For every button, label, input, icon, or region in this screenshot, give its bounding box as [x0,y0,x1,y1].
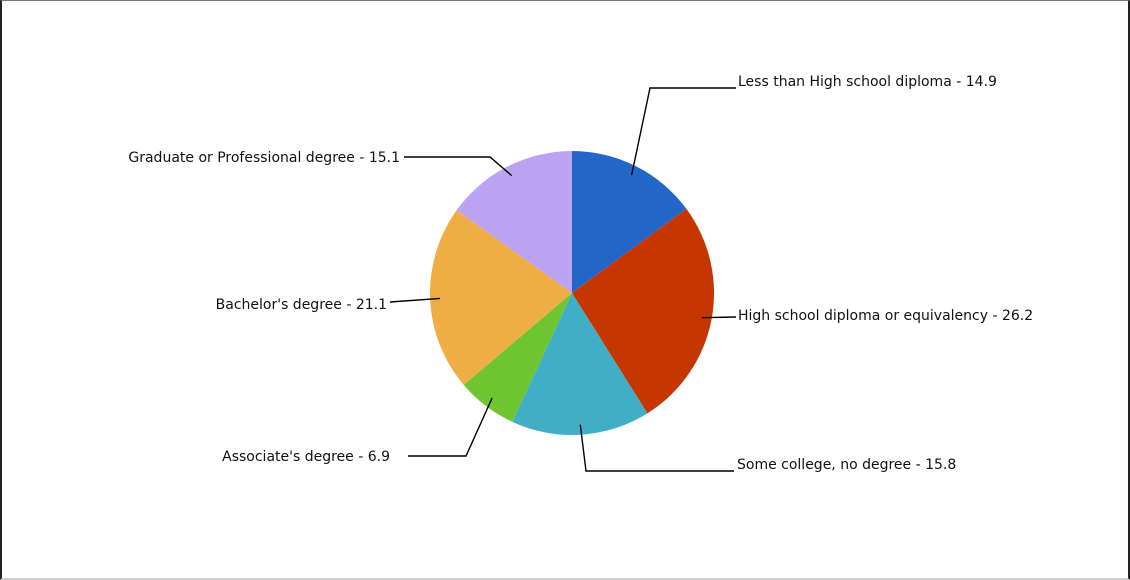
leader-some-college [579,424,734,472]
leader-lines [389,87,737,472]
leader-graduate-degree [404,156,513,177]
label-high-school-diploma: High school diploma or equivalency - 26.… [738,308,1033,324]
label-bachelors-degree: Bachelor's degree - 21.1 [216,297,387,313]
slice-labels: Less than High school diploma - 14.9 Hig… [128,74,1033,473]
leader-associates-degree [408,397,493,457]
label-associates-degree: Associate's degree - 6.9 [222,449,390,465]
leader-less-than-high-school [630,87,736,176]
slice-graduate-degree [456,151,572,293]
slice-high-school-diploma [572,208,714,414]
slice-less-than-high-school [572,151,687,293]
label-less-than-high-school: Less than High school diploma - 14.9 [738,74,997,90]
leader-bachelors-degree [389,297,441,303]
slice-associates-degree [463,293,572,422]
slice-some-college [512,293,648,435]
slice-bachelors-degree [430,210,572,385]
pie-slices [430,151,714,435]
label-graduate-degree: Graduate or Professional degree - 15.1 [128,150,400,166]
leader-high-school-diploma [701,316,737,319]
label-some-college: Some college, no degree - 15.8 [737,457,956,473]
